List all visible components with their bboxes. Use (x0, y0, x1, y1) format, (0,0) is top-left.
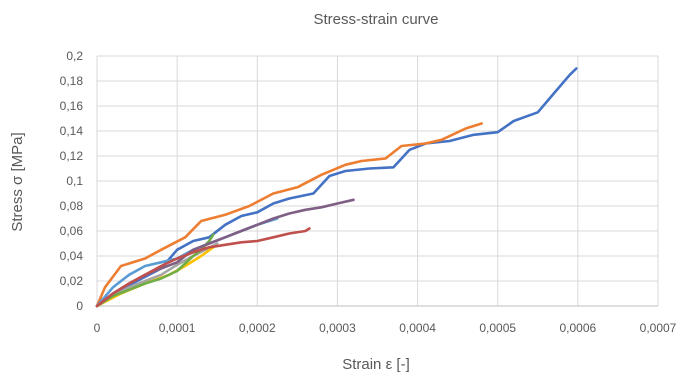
x-tick-label: 0 (94, 321, 101, 335)
y-tick-label: 0,18 (60, 74, 84, 88)
x-tick-label: 0,0004 (399, 321, 436, 335)
tick-labels: 0 0,0001 0,0002 0,0003 0,0004 0,0005 0,0006 0,0… (60, 49, 677, 335)
y-tick-label: 0 (76, 299, 83, 313)
series-line-2 (95, 122, 484, 308)
y-tick-label: 0,2 (66, 49, 83, 63)
x-axis-title: Strain ε [-] (342, 356, 410, 373)
x-tick-label: 0,0005 (479, 321, 516, 335)
x-tick-label: 0,0003 (319, 321, 356, 335)
y-tick-label: 0,06 (60, 224, 84, 238)
y-tick-label: 0,1 (66, 174, 83, 188)
y-tick-label: 0,12 (60, 149, 84, 163)
x-tick-label: 0,0002 (239, 321, 276, 335)
chart-title: Stress-strain curve (313, 11, 438, 28)
y-tick-label: 0,08 (60, 199, 84, 213)
series-line-8 (95, 227, 311, 308)
x-tick-label: 0,0007 (640, 321, 677, 335)
x-tick-label: 0,0001 (159, 321, 196, 335)
y-tick-label: 0,14 (60, 124, 84, 138)
y-tick-label: 0,02 (60, 274, 84, 288)
y-tick-label: 0,04 (60, 249, 84, 263)
y-tick-label: 0,16 (60, 99, 84, 113)
series-group (95, 67, 578, 308)
y-axis-title: Stress σ [MPa] (9, 132, 26, 231)
x-tick-label: 0,0006 (560, 321, 597, 335)
series-line-1 (95, 67, 578, 308)
